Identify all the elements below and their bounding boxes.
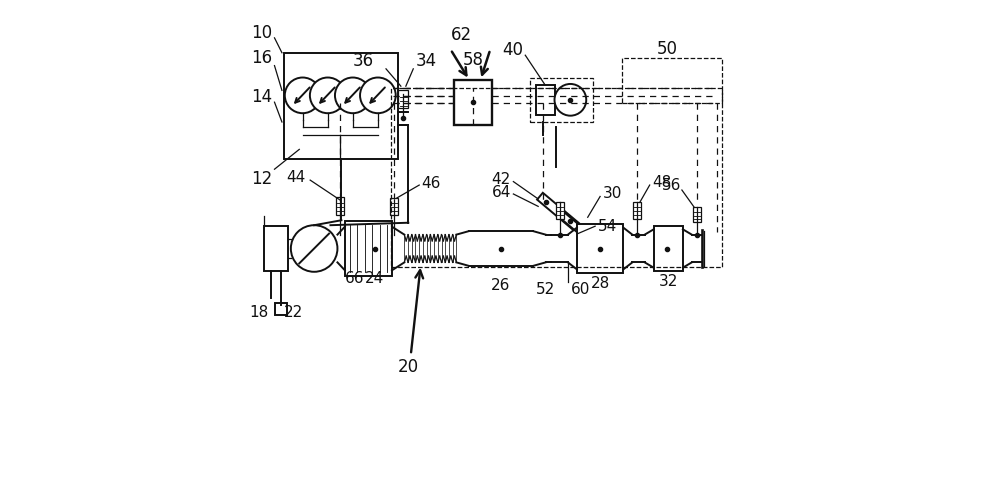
Bar: [693, 207, 701, 222]
Text: 22: 22: [283, 306, 303, 321]
Bar: [577, 224, 623, 273]
Text: 16: 16: [251, 49, 272, 67]
Bar: [264, 226, 288, 271]
Bar: [556, 202, 564, 219]
Text: 24: 24: [364, 271, 384, 286]
Text: 12: 12: [251, 170, 272, 188]
Text: 34: 34: [416, 52, 437, 71]
Text: 14: 14: [251, 88, 272, 106]
Text: 28: 28: [590, 276, 610, 291]
Circle shape: [285, 78, 320, 113]
Bar: [284, 53, 398, 160]
Text: 40: 40: [502, 41, 523, 59]
Text: 66: 66: [345, 271, 364, 286]
Polygon shape: [559, 212, 592, 241]
Text: 56: 56: [662, 177, 681, 192]
Text: 42: 42: [492, 171, 511, 186]
Text: 64: 64: [492, 185, 511, 200]
Bar: [454, 80, 492, 125]
Circle shape: [335, 78, 371, 113]
Text: 30: 30: [603, 186, 622, 201]
Text: 20: 20: [398, 358, 419, 376]
Bar: [536, 85, 555, 115]
Bar: [654, 226, 683, 271]
Polygon shape: [537, 193, 579, 230]
Bar: [398, 89, 408, 108]
Text: 26: 26: [491, 278, 511, 293]
Bar: [336, 197, 344, 215]
Bar: [530, 78, 593, 122]
Text: 44: 44: [286, 170, 305, 185]
Bar: [633, 202, 641, 219]
Bar: [345, 221, 392, 276]
Text: 48: 48: [652, 175, 671, 190]
Bar: [275, 303, 287, 316]
Text: 54: 54: [598, 219, 617, 234]
Bar: [391, 88, 722, 267]
Circle shape: [360, 78, 396, 113]
Text: 36: 36: [352, 52, 374, 71]
Circle shape: [291, 225, 337, 272]
Text: 46: 46: [422, 176, 441, 191]
Circle shape: [310, 78, 346, 113]
Text: 58: 58: [462, 51, 483, 69]
Text: 62: 62: [451, 26, 472, 44]
Text: 10: 10: [251, 24, 272, 42]
Bar: [622, 59, 722, 103]
Circle shape: [555, 84, 586, 116]
Text: 60: 60: [570, 282, 590, 297]
Text: 18: 18: [249, 306, 269, 321]
Text: 50: 50: [657, 40, 678, 58]
Text: 32: 32: [659, 273, 678, 289]
Bar: [390, 198, 398, 215]
Text: 52: 52: [536, 282, 556, 297]
